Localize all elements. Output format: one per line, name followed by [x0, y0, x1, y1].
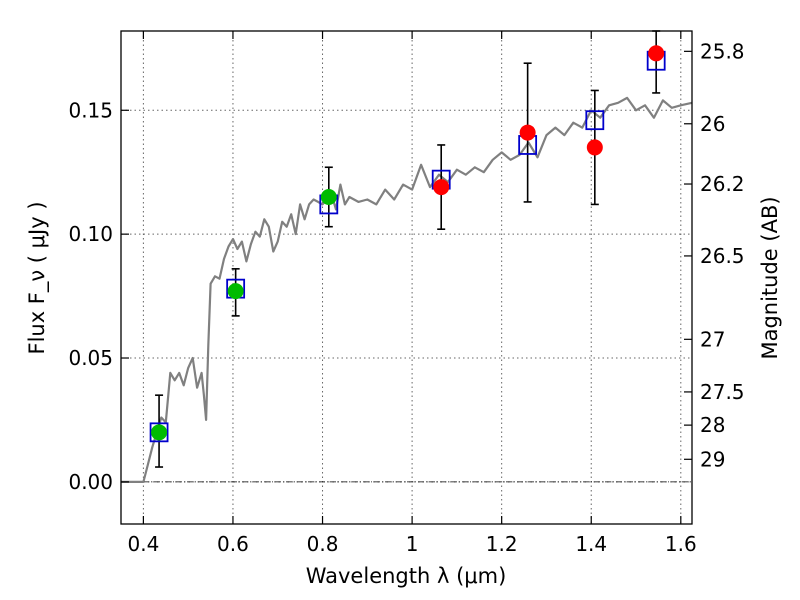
magnitude-tick-label: 26.5: [700, 244, 745, 268]
observed-point: [227, 283, 244, 300]
x-tick-label: 1.4: [575, 532, 607, 556]
y-tick-label: 0.05: [68, 346, 113, 370]
x-tick-label: 1: [406, 532, 419, 556]
magnitude-axis-label: Magnitude (AB): [758, 196, 782, 359]
x-tick-label: 0.4: [127, 532, 159, 556]
magnitude-tick-label: 27.5: [700, 380, 745, 404]
observed-point: [519, 124, 536, 141]
tick-marks: [121, 31, 692, 524]
grid-lines: [121, 31, 692, 524]
magnitude-tick-label: 29: [700, 447, 725, 471]
model-photometry-box: [149, 422, 169, 443]
observed-point: [433, 179, 450, 196]
magnitude-tick-label: 25.8: [700, 39, 745, 63]
x-tick-label: 0.8: [307, 532, 339, 556]
x-tick-label: 1.6: [665, 532, 697, 556]
magnitude-tick-label: 27: [700, 327, 725, 351]
observed-point: [586, 139, 603, 156]
observed-point: [648, 45, 665, 62]
magnitude-tick-label: 26.2: [700, 172, 745, 196]
errorbar: [652, 30, 661, 94]
y-axis-label: Flux F_ν ( μJy ): [25, 201, 50, 354]
plot-frame: [120, 30, 693, 525]
observed-point: [320, 188, 337, 205]
x-tick-label: 0.6: [217, 532, 249, 556]
observed-points-layer: [151, 45, 665, 441]
y-tick-label: 0.10: [68, 222, 113, 246]
y-tick-label: 0.15: [68, 98, 113, 122]
magnitude-tick-label: 28: [700, 413, 725, 437]
x-axis-label: Wavelength λ (μm): [306, 564, 507, 588]
model-photometry-box: [585, 110, 605, 131]
x-tick-label: 1.2: [486, 532, 518, 556]
x-tick-labels: 0.4 0.6 0.8 1 1.2 1.4 1.6: [127, 532, 696, 556]
observed-point: [151, 424, 168, 441]
model-spectrum-line: [121, 96, 693, 483]
model-spectrum-layer: [121, 96, 693, 483]
y-tick-labels: 0.00 0.05 0.10 0.15: [68, 98, 113, 494]
magnitude-tick-label: 26: [700, 112, 725, 136]
y-tick-label: 0.00: [68, 470, 113, 494]
errorbar-layer: [155, 30, 661, 468]
magnitude-tick-labels: 25.8 26 26.2 26.5 27 27.5 28 29: [700, 39, 745, 471]
